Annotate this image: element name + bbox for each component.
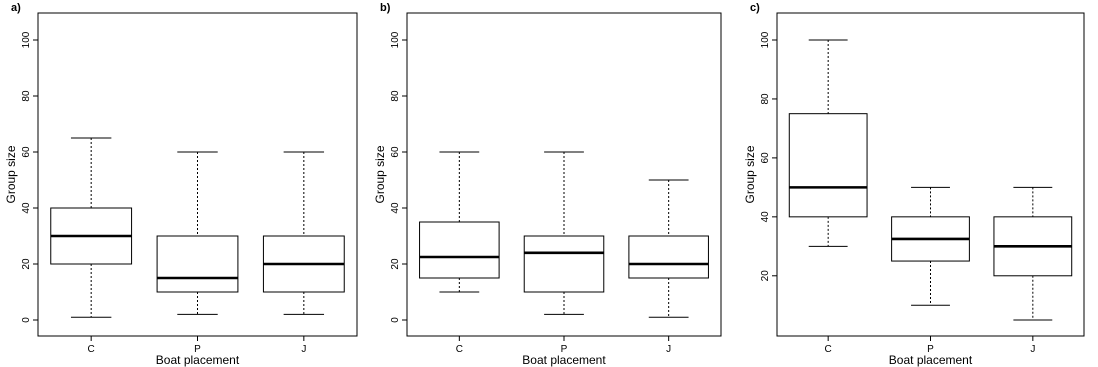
panel-label: c) (750, 2, 760, 14)
x-tick-label: J (301, 344, 306, 355)
y-tick-label: 100 (760, 31, 771, 48)
box-C (419, 151, 500, 293)
box-P (523, 151, 605, 315)
box-P (891, 186, 970, 306)
box-C (788, 39, 868, 247)
x-tick-label: C (88, 344, 95, 355)
y-tick-label: 20 (390, 258, 401, 270)
x-tick-label: C (825, 344, 832, 355)
box-C (50, 137, 133, 318)
y-tick-label: 40 (760, 211, 771, 223)
chart-panel-b: b) 0 20 40 60 80 100 Group size C P J Boat placemen… (366, 0, 732, 367)
x-axis-title: Boat placement (156, 353, 240, 367)
box-iqr (419, 221, 500, 279)
y-tick-label: 100 (390, 31, 401, 48)
y-tick-label: 80 (390, 90, 401, 102)
x-axis-title: Boat placement (889, 353, 973, 367)
x-tick-label: P (561, 344, 568, 355)
y-tick-label: 40 (390, 202, 401, 214)
chart-panel-a: a) 0 20 40 60 80 100 Group size C P J Boat placemen… (0, 0, 366, 367)
box-iqr (523, 235, 605, 293)
boxplot-b: b) 0 20 40 60 80 100 Group size C P J Boat placemen… (373, 2, 722, 367)
y-axis-title: Group size (373, 145, 387, 203)
y-axis-title: Group size (743, 145, 757, 203)
boxplot-c: c) 20 40 60 80 100 Group size C P J Boat placement (743, 2, 1085, 367)
y-tick-label: 40 (21, 202, 32, 214)
y-tick-label: 0 (390, 317, 401, 323)
box-J (262, 151, 345, 315)
panel-label: b) (380, 2, 391, 14)
box-J (628, 179, 709, 318)
y-tick-label: 60 (390, 146, 401, 158)
y-tick-label: 100 (21, 31, 32, 48)
box-J (993, 186, 1073, 321)
y-tick-label: 60 (760, 152, 771, 164)
x-tick-label: J (666, 344, 671, 355)
x-tick-label: P (194, 344, 201, 355)
y-tick-label: 80 (21, 90, 32, 102)
x-axis-title: Boat placement (522, 353, 606, 367)
x-tick-label: J (1030, 344, 1035, 355)
box-iqr (788, 113, 868, 218)
y-axis-title: Group size (4, 145, 18, 203)
y-tick-label: 20 (21, 258, 32, 270)
chart-panel-c: c) 20 40 60 80 100 Group size C P J Boat placement (732, 0, 1098, 367)
boxplot-a: a) 0 20 40 60 80 100 Group size C P J Boat placemen… (4, 2, 358, 367)
y-tick-label: 60 (21, 146, 32, 158)
x-tick-label: P (927, 344, 934, 355)
y-tick-label: 0 (21, 317, 32, 323)
box-iqr (628, 235, 709, 279)
panel-label: a) (11, 2, 21, 14)
box-P (156, 151, 239, 315)
box-iqr (156, 235, 239, 293)
y-tick-label: 80 (760, 93, 771, 105)
y-tick-label: 20 (760, 270, 771, 282)
x-tick-label: C (456, 344, 463, 355)
